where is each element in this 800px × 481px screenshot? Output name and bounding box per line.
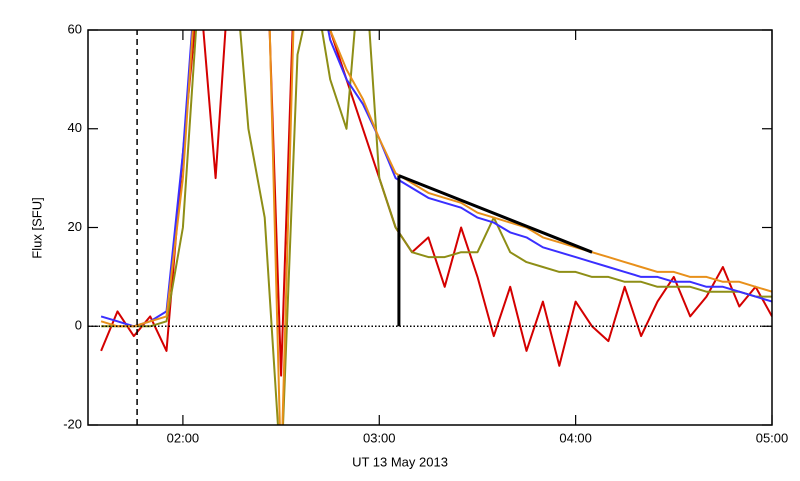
- x-tick-label: 02:00: [167, 430, 200, 445]
- series-line: [100, 30, 772, 377]
- y-tick-label: 0: [75, 318, 82, 333]
- y-tick-label: 40: [68, 120, 82, 135]
- series-line: [100, 30, 772, 425]
- x-axis-label: UT 13 May 2013: [352, 454, 448, 469]
- y-tick-label: 20: [68, 219, 82, 234]
- x-tick-label: 03:00: [363, 430, 396, 445]
- reference-line: [398, 174, 593, 254]
- plot-frame: [87, 29, 773, 426]
- y-tick-label: 60: [68, 21, 82, 36]
- y-axis-label: Flux [SFU]: [29, 197, 44, 258]
- x-tick-label: 05:00: [756, 430, 789, 445]
- x-tick-label: 04:00: [559, 430, 592, 445]
- series-line: [100, 30, 772, 328]
- y-tick-label: -20: [63, 416, 82, 431]
- series-line: [101, 30, 772, 425]
